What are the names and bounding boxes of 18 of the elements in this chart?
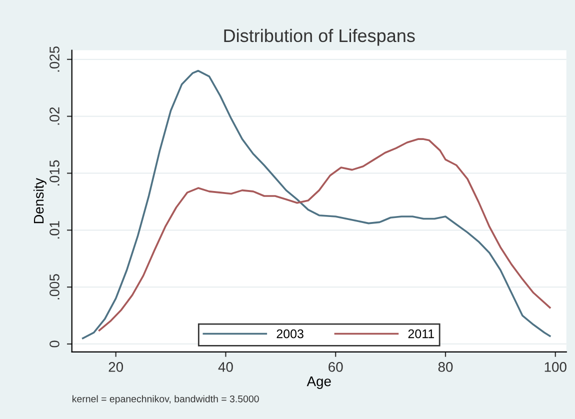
- y-tick-label: .005: [50, 274, 60, 300]
- line-series: [82, 70, 551, 340]
- chart-title: Distribution of Lifespans: [224, 28, 415, 46]
- y-tick-label: .025: [50, 46, 60, 72]
- text: kernel = epanechnikov, bandwidth = 3.5000: [72, 395, 259, 404]
- y-tick-label: .02: [50, 107, 60, 125]
- x-axis-title: Age: [306, 376, 331, 389]
- x-tick-label: 80: [438, 362, 453, 372]
- x-tick-label: 40: [218, 362, 233, 372]
- y-tick-label: .01: [50, 221, 60, 239]
- x-tick-label: 20: [108, 362, 124, 372]
- y-axis-title: Density: [33, 178, 46, 224]
- legend-label: 2003: [276, 329, 304, 338]
- legend-label: 2011: [408, 329, 434, 338]
- y-tick-label: 0: [50, 340, 60, 348]
- x-tick-label: 60: [328, 362, 343, 372]
- y-tick-label: .015: [50, 160, 60, 186]
- x-tick-label: 100: [544, 362, 566, 372]
